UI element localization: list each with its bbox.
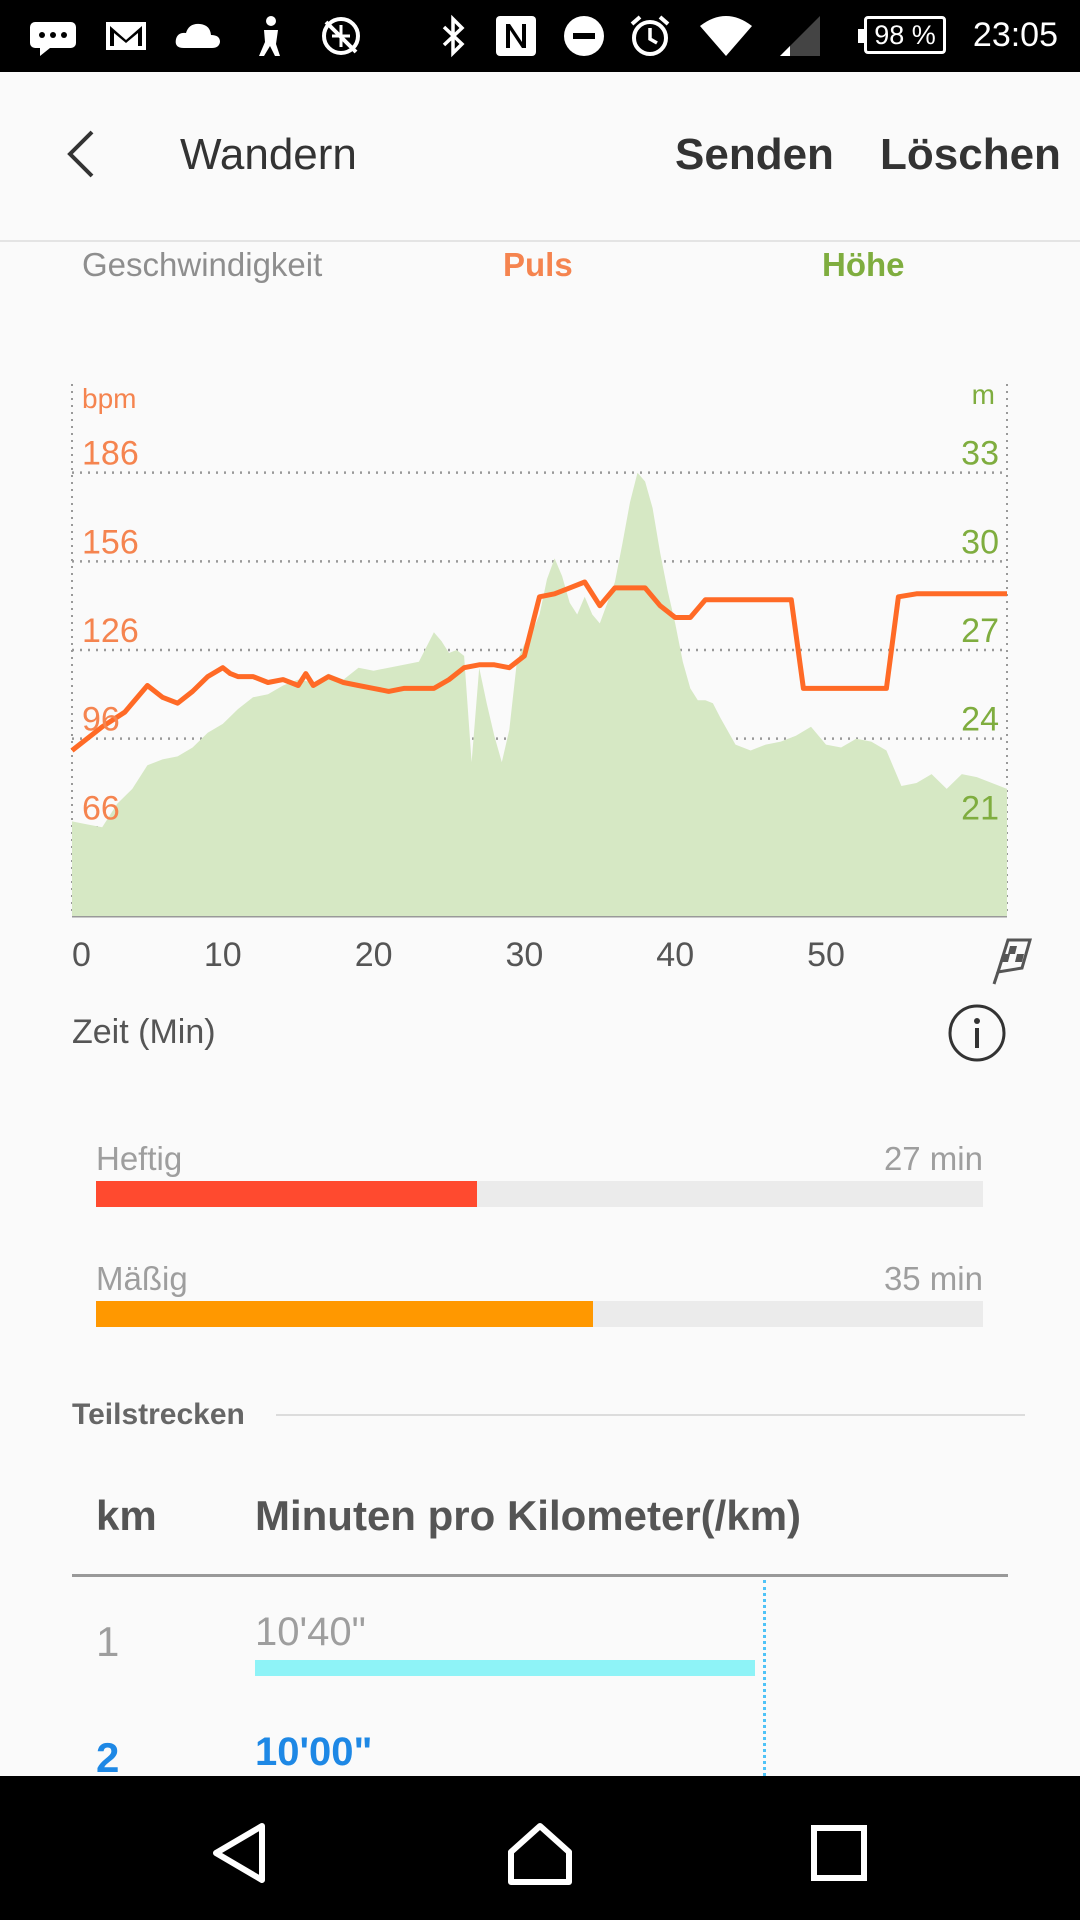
x-tick-label: 20 [355, 936, 393, 974]
section-divider [276, 1414, 1025, 1416]
split-row-1-bar [255, 1660, 755, 1676]
splits-column-pace: Minuten pro Kilometer(/km) [255, 1492, 802, 1539]
y-left-tick-label: 156 [82, 523, 139, 561]
intensity-value-heavy: 27 min [883, 1140, 983, 1177]
message-icon [30, 22, 76, 56]
delete-button[interactable]: Löschen [880, 130, 1061, 179]
home-icon[interactable] [505, 1818, 575, 1888]
no-location-icon [322, 17, 360, 55]
x-tick-label: 30 [506, 936, 544, 974]
y-right-tick-label: 30 [961, 523, 999, 561]
intensity-fill-heavy [96, 1181, 478, 1207]
x-axis-title: Zeit (Min) [72, 1013, 216, 1051]
split-row-1-km: 1 [96, 1618, 120, 1665]
tab-altitude[interactable]: Höhe [822, 246, 905, 283]
x-tick-label: 10 [204, 936, 242, 974]
table-header-divider [72, 1574, 1008, 1577]
page-title: Wandern [180, 130, 357, 179]
split-row-2-km: 2 [96, 1734, 120, 1781]
y-right-tick-label: 33 [961, 435, 999, 473]
bluetooth-icon [442, 14, 465, 58]
splits-section-title: Teilstrecken [72, 1398, 245, 1431]
intensity-fill-moderate [96, 1301, 593, 1327]
alarm-icon [630, 15, 670, 56]
figure-icon [259, 16, 280, 56]
intensity-value-moderate: 35 min [883, 1260, 983, 1297]
y-left-tick-label: 186 [82, 435, 139, 473]
pulse-line [70, 579, 1007, 753]
cloud-icon [175, 23, 220, 48]
info-icon[interactable] [948, 1004, 1006, 1062]
y-right-tick-label: 21 [961, 789, 999, 827]
battery-icon: 98 % [858, 16, 946, 54]
split-row-2-pace: 10'00" [255, 1730, 373, 1774]
x-tick-label: 40 [656, 936, 694, 974]
intensity-bar-moderate [96, 1301, 983, 1327]
tab-speed[interactable]: Geschwindigkeit [82, 246, 323, 283]
y-left-tick-label: 66 [82, 789, 120, 827]
x-tick-label: 50 [807, 936, 845, 974]
send-button[interactable]: Senden [675, 130, 834, 179]
y-left-tick-label: 126 [82, 612, 139, 650]
x-tick-label: 0 [72, 936, 91, 974]
do-not-disturb-icon [564, 16, 604, 56]
intensity-bar-heavy [96, 1181, 983, 1207]
y-right-tick-label: 27 [961, 612, 999, 650]
y-right-tick-label: 24 [961, 701, 999, 739]
signal-icon [780, 16, 820, 56]
split-row-1-pace: 10'40" [255, 1610, 366, 1654]
right-unit-label: m [972, 379, 995, 410]
nfc-icon [496, 16, 536, 56]
intensity-label-moderate: Mäßig [96, 1260, 188, 1297]
app-header: Wandern Senden Löschen [0, 72, 1080, 242]
tab-pulse[interactable]: Puls [503, 246, 573, 283]
gmail-icon [106, 22, 146, 50]
y-left-tick-label: 96 [82, 701, 120, 739]
finish-flag-icon [992, 938, 1032, 985]
status-bar: 98 % 23:05 [0, 0, 1080, 72]
back-icon[interactable] [206, 1818, 276, 1888]
average-pace-line [763, 1580, 766, 1776]
back-arrow-icon[interactable] [56, 124, 116, 184]
left-unit-label: bpm [82, 383, 136, 414]
clock: 23:05 [972, 16, 1058, 54]
altitude-area [72, 472, 1007, 916]
pulse-altitude-chart: 186 33 156 30 126 27 96 24 66 21 bpm m 0 10 20 30 40 50 [70, 379, 1032, 985]
splits-column-km: km [96, 1492, 157, 1539]
recents-icon[interactable] [804, 1818, 874, 1888]
navigation-bar [0, 1776, 1080, 1920]
wifi-icon [700, 16, 752, 56]
intensity-label-heavy: Heftig [96, 1140, 183, 1177]
